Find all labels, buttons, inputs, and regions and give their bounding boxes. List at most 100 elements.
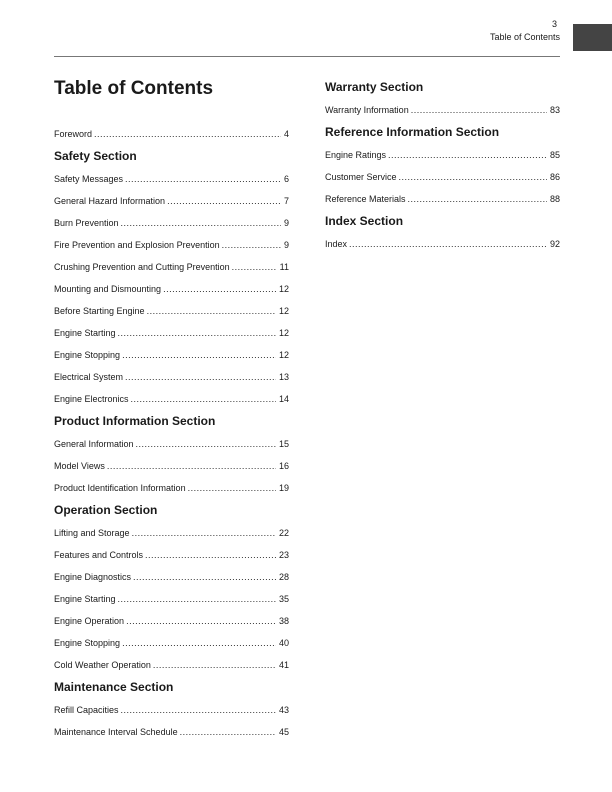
toc-left-column: Table of Contents Foreword 4 Safety Sectio… <box>54 78 289 743</box>
toc-entry[interactable]: Before Starting Engine 12 <box>54 300 289 322</box>
dot-leader <box>121 212 281 234</box>
toc-entry-label: Maintenance Interval Schedule <box>54 727 178 737</box>
dot-leader <box>167 190 281 212</box>
toc-entry-page: 9 <box>283 240 289 250</box>
toc-entry-page: 43 <box>278 705 289 715</box>
toc-entry-page: 92 <box>549 239 560 249</box>
toc-entry-label: Engine Operation <box>54 616 125 626</box>
toc-entry-page: 12 <box>278 328 289 338</box>
toc-entry-label: Model Views <box>54 461 105 471</box>
dot-leader <box>126 610 276 632</box>
dot-leader <box>122 632 276 654</box>
toc-entry[interactable]: Engine Starting 12 <box>54 322 289 344</box>
toc-entry-label: Fire Prevention and Explosion Prevention <box>54 240 220 250</box>
toc-entry[interactable]: Cold Weather Operation 41 <box>54 654 289 676</box>
toc-entry[interactable]: Model Views 16 <box>54 455 289 477</box>
section-heading: Reference Information Section <box>325 125 500 139</box>
dot-leader <box>408 188 547 210</box>
toc-entry[interactable]: Index 92 <box>325 233 560 255</box>
dot-leader <box>132 522 276 544</box>
dot-leader <box>145 544 276 566</box>
toc-entry[interactable]: General Information 15 <box>54 433 289 455</box>
toc-entry-label: Safety Messages <box>54 174 124 184</box>
toc-entry[interactable]: Product Identification Information 19 <box>54 477 289 499</box>
toc-entry-page: 38 <box>278 616 289 626</box>
dot-leader <box>131 388 276 410</box>
section-heading: Safety Section <box>54 149 137 163</box>
toc-entry[interactable]: Maintenance Interval Schedule 45 <box>54 721 289 743</box>
toc-entry[interactable]: Fire Prevention and Explosion Prevention… <box>54 234 289 256</box>
toc-right-column: Warranty Section Warranty Information 83 Re… <box>325 76 560 255</box>
toc-entry[interactable]: Refill Capacities 43 <box>54 699 289 721</box>
toc-entry-label: Product Identification Information <box>54 483 186 493</box>
toc-entry[interactable]: Engine Diagnostics 28 <box>54 566 289 588</box>
dot-leader <box>222 234 281 256</box>
toc-entry[interactable]: Mounting and Dismounting 12 <box>54 278 289 300</box>
toc-entry-label: Engine Starting <box>54 328 116 338</box>
toc-entry[interactable]: Warranty Information 83 <box>325 99 560 121</box>
toc-entry[interactable]: Engine Operation 38 <box>54 610 289 632</box>
dot-leader <box>136 433 276 455</box>
toc-entry-page: 83 <box>549 105 560 115</box>
toc-entry-label: Engine Starting <box>54 594 116 604</box>
toc-entry-page: 9 <box>283 218 289 228</box>
toc-entry-label: General Information <box>54 439 134 449</box>
toc-entry[interactable]: Engine Electronics 14 <box>54 388 289 410</box>
toc-entry-page: 86 <box>549 172 560 182</box>
toc-entry-label: Lifting and Storage <box>54 528 130 538</box>
dot-leader <box>121 699 276 721</box>
toc-entry[interactable]: Engine Stopping 40 <box>54 632 289 654</box>
page-number: 3 <box>551 19 557 29</box>
toc-entry-label: Before Starting Engine <box>54 306 145 316</box>
toc-entry-page: 14 <box>278 394 289 404</box>
header-rule <box>54 56 560 57</box>
toc-entry-page: 12 <box>278 306 289 316</box>
toc-entry-label: Electrical System <box>54 372 124 382</box>
toc-entry[interactable]: Safety Messages 6 <box>54 168 289 190</box>
section-heading: Index Section <box>325 214 404 228</box>
dot-leader <box>122 344 276 366</box>
toc-entry[interactable]: Crushing Prevention and Cutting Preventi… <box>54 256 289 278</box>
dot-leader <box>411 99 547 121</box>
toc-entry-label: Mounting and Dismounting <box>54 284 162 294</box>
toc-entry[interactable]: Engine Ratings 85 <box>325 144 560 166</box>
toc-entry-label: General Hazard Information <box>54 196 166 206</box>
toc-entry-label: Engine Stopping <box>54 638 121 648</box>
dot-leader <box>118 588 276 610</box>
toc-entry-label: Cold Weather Operation <box>54 660 151 670</box>
dot-leader <box>163 278 276 300</box>
toc-entry[interactable]: Engine Starting 35 <box>54 588 289 610</box>
dot-leader <box>349 233 547 255</box>
toc-entry-page: 4 <box>283 129 289 139</box>
toc-entry-page: 28 <box>278 572 289 582</box>
toc-entry[interactable]: Burn Prevention 9 <box>54 212 289 234</box>
toc-entry-page: 11 <box>279 262 289 272</box>
toc-entry[interactable]: Electrical System 13 <box>54 366 289 388</box>
toc-entry[interactable]: Customer Service 86 <box>325 166 560 188</box>
section-tab <box>573 24 612 51</box>
toc-entry-label: Engine Ratings <box>325 150 387 160</box>
toc-entry[interactable]: General Hazard Information 7 <box>54 190 289 212</box>
toc-entry-page: 16 <box>278 461 289 471</box>
page-title: Table of Contents <box>54 78 214 99</box>
toc-entry-label: Index <box>325 239 348 249</box>
dot-leader <box>125 168 281 190</box>
toc-entry[interactable]: Reference Materials 88 <box>325 188 560 210</box>
toc-entry[interactable]: Lifting and Storage 22 <box>54 522 289 544</box>
toc-entry[interactable]: Engine Stopping 12 <box>54 344 289 366</box>
section-heading: Operation Section <box>54 503 158 517</box>
toc-entry-label: Foreword <box>54 129 93 139</box>
toc-entry-label: Crushing Prevention and Cutting Preventi… <box>54 262 230 272</box>
section-heading: Product Information Section <box>54 414 216 428</box>
dot-leader <box>180 721 276 743</box>
dot-leader <box>118 322 276 344</box>
toc-entry[interactable]: Features and Controls 23 <box>54 544 289 566</box>
toc-entry-page: 12 <box>278 284 289 294</box>
section-heading: Warranty Section <box>325 80 424 94</box>
toc-entry-label: Refill Capacities <box>54 705 119 715</box>
toc-entry-page: 23 <box>278 550 289 560</box>
toc-entry[interactable]: Foreword 4 <box>54 123 289 145</box>
toc-entry-page: 35 <box>278 594 289 604</box>
toc-entry-page: 6 <box>283 174 289 184</box>
dot-leader <box>153 654 276 676</box>
